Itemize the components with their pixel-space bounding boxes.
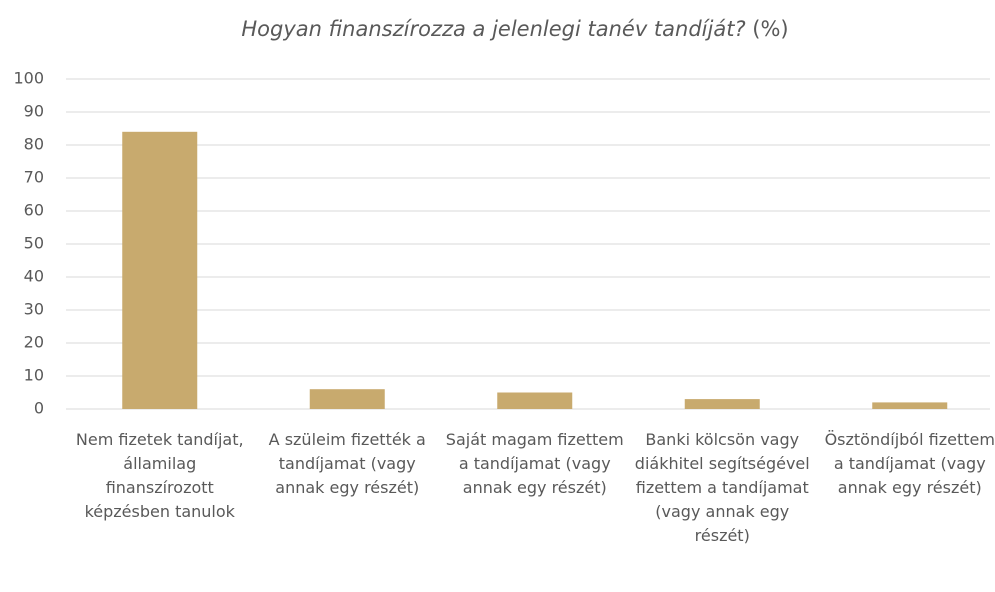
x-tick-label: A szüleim fizették a tandíjamat (vagy an… [268,430,426,497]
y-tick-label: 20 [24,333,44,352]
bar [872,402,948,409]
y-tick-label: 90 [24,102,44,121]
x-tick-label: Banki kölcsön vagy diákhitel segítségéve… [634,430,810,545]
chart-unit: (%) [752,17,788,41]
y-tick-label: 10 [24,366,44,385]
x-tick-label: Saját magam fizettem a tandíjamat (vagy … [445,430,624,497]
y-tick-label: 40 [24,267,44,286]
y-tick-label: 70 [24,168,44,187]
bar [309,389,385,409]
y-tick-label: 30 [24,300,44,319]
y-tick-label: 100 [13,69,44,88]
bar [122,131,198,410]
chart-title-group: Hogyan finanszírozza a jelenlegi tanév t… [241,17,788,41]
y-tick-label: 80 [24,135,44,154]
x-tick-label: Nem fizetek tandíjat, államilag finanszí… [75,430,244,521]
y-tick-label: 0 [34,399,44,418]
y-tick-label: 60 [24,201,44,220]
x-tick-label: Ösztöndíjból fizettem a tandíjamat (vagy… [824,430,995,497]
chart-title: Hogyan finanszírozza a jelenlegi tanév t… [241,17,745,41]
y-tick-label: 50 [24,234,44,253]
bar [684,399,760,409]
bar [497,392,573,409]
